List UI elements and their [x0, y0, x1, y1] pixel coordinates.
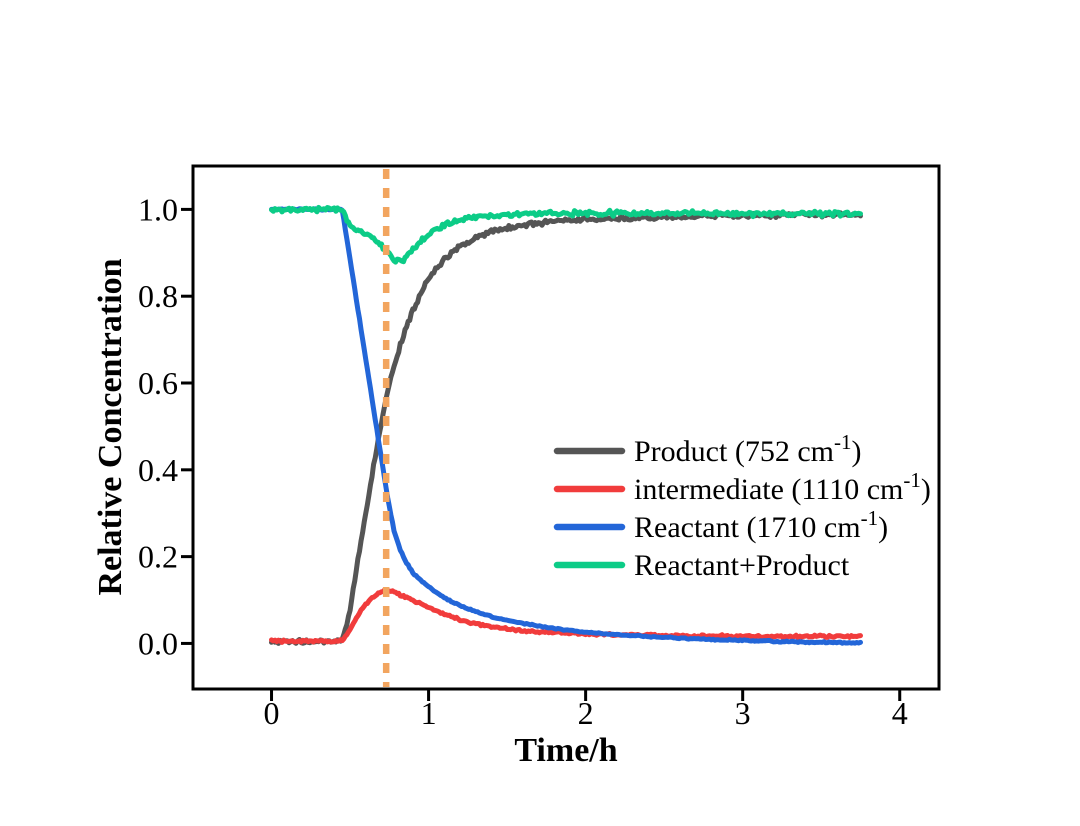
- series-layer: [269, 204, 863, 646]
- legend-label: Product (752 cm-1): [634, 430, 861, 468]
- x-tick-label: 2: [578, 695, 594, 731]
- series-reactant-line: [269, 206, 863, 646]
- plot-border: [191, 164, 941, 691]
- axes-layer: [191, 164, 941, 691]
- legend-item-reactant-plus-product: Reactant+Product: [553, 549, 850, 582]
- y-tick-label: 0.2: [138, 539, 178, 575]
- y-tick-label: 0.6: [138, 365, 178, 401]
- tick-layer: 0 1 2 3 4 0.0 0.2 0.4 0.6 0.8 1.0: [138, 191, 908, 731]
- x-tick-label: 1: [421, 695, 437, 731]
- y-tick-label: 0.4: [138, 452, 178, 488]
- legend-label: Reactant+Product: [634, 549, 850, 582]
- x-tick-label: 0: [264, 695, 280, 731]
- legend-label: Reactant (1710 cm-1): [634, 506, 888, 544]
- legend-label: intermediate (1110 cm-1): [634, 468, 931, 506]
- y-tick-label: 1.0: [138, 191, 178, 227]
- legend-item-product: Product (752 cm-1): [553, 430, 861, 468]
- legend-item-reactant: Reactant (1710 cm-1): [553, 506, 888, 544]
- y-tick-label: 0.8: [138, 278, 178, 314]
- y-axis-title: Relative Concentration: [92, 258, 129, 595]
- y-tick-label: 0.0: [138, 625, 178, 661]
- x-tick-label: 4: [892, 695, 908, 731]
- x-axis-title: Time/h: [514, 732, 617, 769]
- legend: Product (752 cm-1)intermediate (1110 cm-…: [553, 430, 931, 582]
- series-intermediate-line: [269, 587, 863, 645]
- legend-item-intermediate: intermediate (1110 cm-1): [553, 468, 931, 506]
- x-tick-label: 3: [735, 695, 751, 731]
- series-reactant-plus-product-line: [269, 204, 863, 265]
